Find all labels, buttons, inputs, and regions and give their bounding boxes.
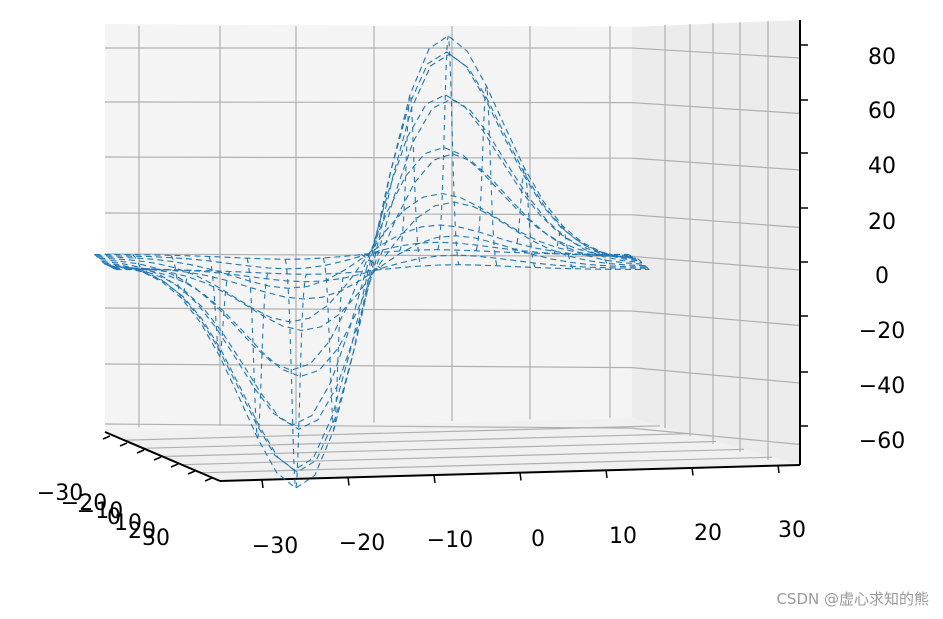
surface-col-line	[437, 35, 460, 265]
surface-col-line	[361, 254, 383, 270]
y-tick-label: −30	[37, 481, 83, 506]
grid-line-side-h	[631, 427, 801, 446]
grid-line-back-h	[104, 423, 633, 429]
x-tick-label: −20	[339, 531, 385, 556]
surface-col-line	[399, 94, 422, 267]
x-tick-mark	[605, 469, 608, 479]
surface-row-line	[115, 264, 650, 275]
y-tick-mark	[102, 435, 111, 440]
surface-col-line	[132, 254, 154, 274]
grid-line-side-h	[631, 157, 801, 171]
grid-line-floor	[200, 456, 773, 474]
watermark-text: CSDN @虚心求知的熊	[776, 590, 929, 608]
grid-line-side-h	[631, 367, 801, 384]
surface-col-line	[513, 166, 536, 268]
z-tick-label: 40	[868, 154, 896, 179]
x-tick-label: −10	[427, 528, 473, 553]
surface-row-line	[94, 249, 629, 260]
y-tick-label: −10	[77, 499, 123, 524]
grid-line-back-h	[104, 212, 633, 216]
surface-col-line	[246, 258, 269, 439]
y-tick-label: 10	[114, 511, 142, 536]
y-tick-mark	[119, 442, 128, 447]
axis-lines	[104, 20, 801, 482]
surface-row-line	[101, 94, 637, 426]
surface-col-line	[170, 254, 192, 299]
z-tick-label: −60	[859, 429, 905, 454]
x-tick-mark	[777, 464, 780, 474]
grid-line-side-h	[631, 214, 801, 229]
grid-line-floor	[124, 425, 661, 441]
grid-line-side-h	[631, 102, 801, 115]
surface-col-line	[552, 225, 574, 270]
x-tick-label: −30	[252, 534, 298, 559]
x-tick-label: 10	[609, 524, 637, 549]
y-tick-label: 20	[128, 519, 156, 544]
grid-line-floor	[143, 433, 689, 449]
x-tick-mark	[691, 467, 694, 476]
z-tick-label: 80	[868, 45, 896, 70]
surface-col-line	[322, 257, 345, 430]
grid-line-back-h	[104, 101, 633, 104]
grid-line-side-h	[631, 310, 801, 327]
y-tick-label: −20	[61, 491, 107, 516]
floor-pane	[105, 418, 800, 481]
grid-line-back-h	[104, 363, 633, 369]
x-axis-line	[219, 464, 801, 482]
grid-line-back-h	[104, 156, 633, 159]
y-tick-mark	[170, 463, 179, 468]
y-tick-mark	[153, 456, 162, 461]
grid-line-back-h	[104, 307, 633, 312]
x-tick-mark	[347, 477, 350, 486]
surface-row-line	[109, 153, 644, 378]
y-tick-mark	[204, 477, 213, 482]
surface-col-line	[590, 250, 612, 270]
surface-col-line	[628, 254, 650, 270]
surface-col-line	[208, 256, 231, 358]
x-tick-mark	[433, 474, 436, 484]
y-tick-label: 0	[107, 505, 121, 530]
surface-col-line	[94, 254, 116, 270]
x-tick-mark	[519, 472, 522, 481]
y-tick-label: 30	[142, 526, 170, 551]
grid-line-side-h	[631, 255, 801, 271]
surface-row-line	[107, 98, 643, 430]
z-tick-label: 60	[868, 99, 896, 124]
grid-line-floor	[181, 448, 745, 466]
grid-line-side-h	[631, 47, 801, 59]
surface-wireframe	[94, 35, 650, 489]
surface-row-line	[110, 201, 646, 332]
z-tick-label: 20	[868, 210, 896, 235]
surface-col-line	[475, 85, 498, 266]
z-tick-label: −40	[859, 374, 905, 399]
x-tick-label: 0	[531, 527, 545, 552]
y-axis-line	[104, 431, 221, 482]
y-tick-mark	[187, 470, 196, 475]
z-tick-label: −20	[859, 319, 905, 344]
y-tick-mark	[136, 449, 145, 454]
x-tick-label: 30	[778, 518, 806, 543]
z-tick-label: 0	[875, 264, 889, 289]
x-tick-mark	[261, 479, 264, 489]
x-tick-label: 20	[694, 521, 722, 546]
right-pane	[632, 20, 800, 465]
grid-line-floor	[162, 440, 717, 458]
